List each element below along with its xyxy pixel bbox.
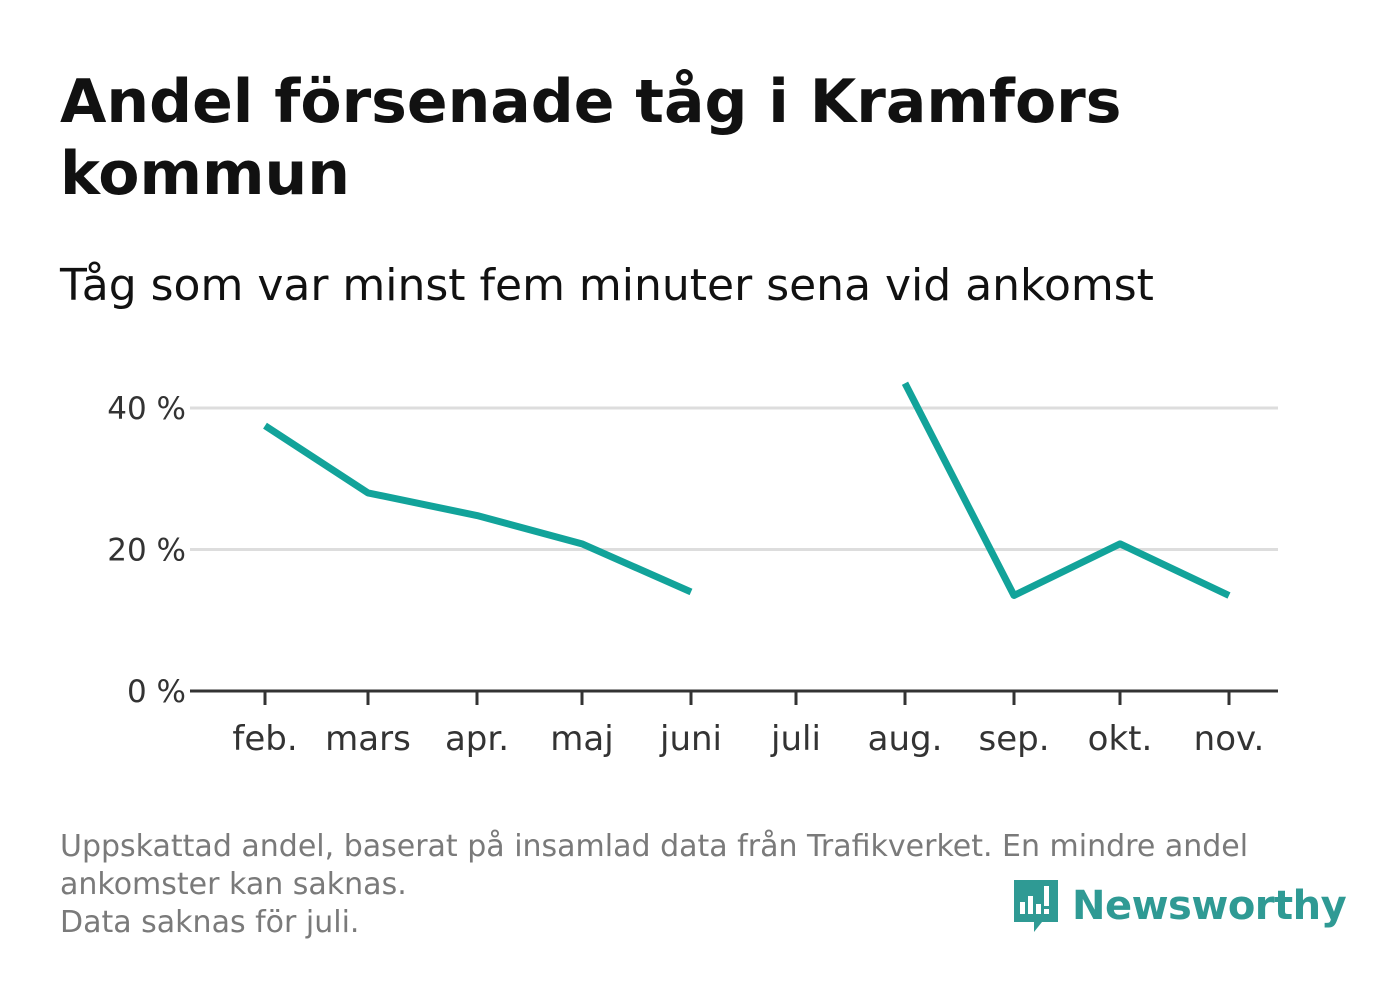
chart-subtitle: Tåg som var minst fem minuter sena vid a… xyxy=(60,260,1154,311)
brand-name: Newsworthy xyxy=(1072,883,1347,929)
newsworthy-logo-icon xyxy=(1014,880,1058,932)
footnote-line: Data saknas för juli. xyxy=(60,905,360,940)
brand-logo: Newsworthy xyxy=(1010,876,1347,936)
footnote-line: Uppskattad andel, baserat på insamlad da… xyxy=(60,829,1249,864)
x-axis-tick-labels: feb. mars apr. maj juni juli aug. sep. okt. nov. xyxy=(232,719,1264,759)
x-tick-label: juli xyxy=(770,719,821,759)
footnote: Uppskattad andel, baserat på insamlad da… xyxy=(60,828,1320,942)
y-tick-label: 40 % xyxy=(107,391,186,427)
x-tick-label: apr. xyxy=(445,719,509,759)
x-tick-label: nov. xyxy=(1194,719,1265,759)
y-tick-label: 20 % xyxy=(107,533,186,569)
x-tick-label: mars xyxy=(325,719,411,759)
series-lines xyxy=(263,381,1231,599)
x-axis xyxy=(190,689,1278,705)
grid-lines xyxy=(190,406,1278,551)
chart-title: Andel försenade tåg i Kramfors kommun xyxy=(60,67,1122,209)
footnote-line: ankomster kan saknas. xyxy=(60,867,407,902)
y-tick-label: 0 % xyxy=(127,674,186,710)
x-tick-label: sep. xyxy=(978,719,1049,759)
x-tick-label: feb. xyxy=(232,719,297,759)
series-line xyxy=(901,381,1231,599)
x-tick-label: juni xyxy=(659,719,722,759)
y-axis-tick-labels: 0 % 20 % 40 % xyxy=(107,391,186,710)
x-tick-label: aug. xyxy=(868,719,943,759)
x-tick-label: maj xyxy=(550,719,613,759)
series-line xyxy=(263,422,693,596)
x-tick-label: okt. xyxy=(1088,719,1153,759)
